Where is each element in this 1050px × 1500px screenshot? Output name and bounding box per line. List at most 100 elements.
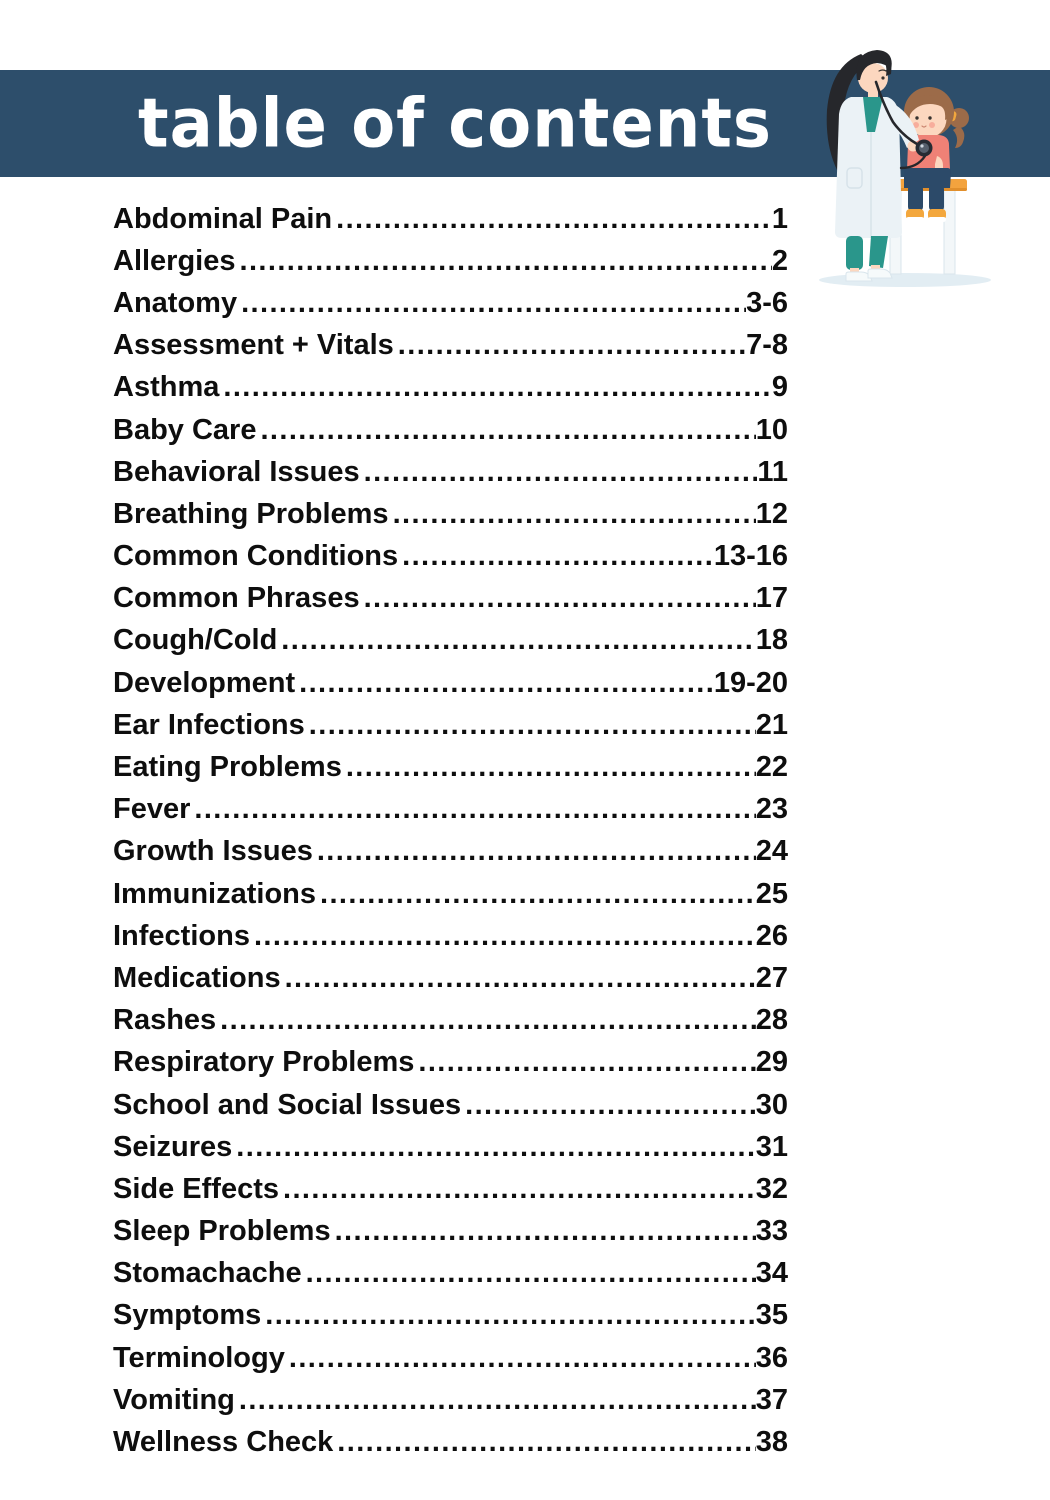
toc-entry[interactable]: Abdominal Pain .........................… — [113, 198, 788, 240]
toc-entry[interactable]: Growth Issues ..........................… — [113, 831, 788, 873]
toc-entry-page: 1 — [771, 202, 788, 235]
toc-entry-label: Medications — [113, 961, 281, 994]
toc-leader-dots: ........................................… — [320, 877, 756, 910]
toc-entry-page: 12 — [755, 497, 788, 530]
toc-entry-page: 9 — [771, 371, 788, 404]
toc-entry[interactable]: Asthma .................................… — [113, 367, 788, 409]
toc-entry[interactable]: Rashes .................................… — [113, 1000, 788, 1042]
toc-entry-page: 35 — [755, 1299, 788, 1332]
toc-entry-page: 22 — [755, 751, 788, 784]
toc-entry-page: 29 — [755, 1046, 788, 1079]
toc-entry-page: 24 — [755, 835, 788, 868]
toc-entry-page: 18 — [755, 624, 788, 657]
toc-list: Abdominal Pain .........................… — [113, 198, 788, 1464]
toc-entry[interactable]: Wellness Check .........................… — [113, 1421, 788, 1463]
doctor-child-illustration — [819, 50, 991, 287]
toc-leader-dots: ........................................… — [241, 286, 746, 319]
toc-entry-label: Baby Care — [113, 413, 257, 446]
toc-leader-dots: ........................................… — [283, 1172, 756, 1205]
toc-entry[interactable]: Assessment + Vitals ....................… — [113, 325, 788, 367]
toc-leader-dots: ........................................… — [397, 329, 747, 362]
toc-entry-label: Assessment + Vitals — [113, 329, 394, 362]
toc-entry[interactable]: Allergies ..............................… — [113, 240, 788, 282]
toc-entry-label: Eating Problems — [113, 751, 342, 784]
toc-entry-page: 19-20 — [713, 666, 788, 699]
toc-entry-label: Terminology — [113, 1341, 285, 1374]
toc-entry[interactable]: Sleep Problems .........................… — [113, 1211, 788, 1253]
toc-leader-dots: ........................................… — [238, 1383, 756, 1416]
toc-entry-label: Common Phrases — [113, 582, 360, 615]
toc-entry-label: Breathing Problems — [113, 497, 389, 530]
toc-entry[interactable]: Development ............................… — [113, 662, 788, 704]
toc-entry-label: Abdominal Pain — [113, 202, 333, 235]
toc-leader-dots: ........................................… — [363, 455, 758, 488]
toc-leader-dots: ........................................… — [281, 624, 755, 657]
toc-entry[interactable]: Infections .............................… — [113, 915, 788, 957]
toc-entry[interactable]: Cough/Cold .............................… — [113, 620, 788, 662]
toc-entry[interactable]: Seizures ...............................… — [113, 1126, 788, 1168]
toc-leader-dots: ........................................… — [223, 371, 772, 404]
toc-entry-page: 2 — [771, 244, 788, 277]
toc-entry-page: 17 — [755, 582, 788, 615]
toc-entry-label: Infections — [113, 919, 250, 952]
toc-entry[interactable]: Eating Problems ........................… — [113, 746, 788, 788]
toc-entry-label: Cough/Cold — [113, 624, 278, 657]
toc-entry-label: Ear Infections — [113, 708, 305, 741]
toc-leader-dots: ........................................… — [194, 793, 755, 826]
toc-entry[interactable]: School and Social Issues ...............… — [113, 1084, 788, 1126]
toc-entry-label: Respiratory Problems — [113, 1046, 415, 1079]
toc-entry[interactable]: Baby Care ..............................… — [113, 409, 788, 451]
toc-entry-page: 13-16 — [713, 540, 788, 573]
toc-entry-page: 38 — [755, 1426, 788, 1459]
toc-entry[interactable]: Behavioral Issues ......................… — [113, 451, 788, 493]
toc-entry[interactable]: Common Conditions ......................… — [113, 536, 788, 578]
toc-leader-dots: ........................................… — [337, 1426, 755, 1459]
toc-entry-label: Fever — [113, 793, 191, 826]
toc-entry-label: Development — [113, 666, 296, 699]
toc-entry-page: 23 — [755, 793, 788, 826]
toc-entry[interactable]: Breathing Problems .....................… — [113, 493, 788, 535]
toc-entry-label: Rashes — [113, 1004, 217, 1037]
toc-entry-page: 7-8 — [746, 329, 788, 362]
toc-entry-label: School and Social Issues — [113, 1088, 462, 1121]
toc-leader-dots: ........................................… — [236, 1130, 756, 1163]
toc-entry[interactable]: Common Phrases .........................… — [113, 578, 788, 620]
toc-entry[interactable]: Immunizations ..........................… — [113, 873, 788, 915]
toc-entry[interactable]: Ear Infections .........................… — [113, 704, 788, 746]
toc-entry[interactable]: Side Effects ...........................… — [113, 1168, 788, 1210]
toc-leader-dots: ........................................… — [265, 1299, 755, 1332]
toc-entry-page: 36 — [755, 1341, 788, 1374]
toc-entry-label: Behavioral Issues — [113, 455, 360, 488]
toc-entry-page: 26 — [755, 919, 788, 952]
toc-entry[interactable]: Respiratory Problems ...................… — [113, 1042, 788, 1084]
toc-entry[interactable]: Anatomy ................................… — [113, 282, 788, 324]
toc-entry-label: Anatomy — [113, 286, 238, 319]
toc-entry[interactable]: Symptoms ...............................… — [113, 1295, 788, 1337]
toc-entry-page: 34 — [755, 1257, 788, 1290]
toc-entry[interactable]: Vomiting ...............................… — [113, 1379, 788, 1421]
toc-entry[interactable]: Medications ............................… — [113, 957, 788, 999]
toc-entry-label: Sleep Problems — [113, 1215, 331, 1248]
toc-leader-dots: ........................................… — [305, 1257, 756, 1290]
toc-leader-dots: ........................................… — [308, 708, 756, 741]
toc-leader-dots: ........................................… — [220, 1004, 756, 1037]
toc-entry-page: 32 — [755, 1172, 788, 1205]
toc-leader-dots: ........................................… — [418, 1046, 756, 1079]
toc-leader-dots: ........................................… — [392, 497, 756, 530]
toc-entry[interactable]: Terminology ............................… — [113, 1337, 788, 1379]
toc-entry[interactable]: Stomachache ............................… — [113, 1253, 788, 1295]
toc-entry-label: Seizures — [113, 1130, 233, 1163]
toc-entry-page: 28 — [755, 1004, 788, 1037]
toc-leader-dots: ........................................… — [253, 919, 756, 952]
toc-entry-page: 31 — [755, 1130, 788, 1163]
toc-entry-page: 10 — [755, 413, 788, 446]
toc-entry-page: 37 — [755, 1383, 788, 1416]
toc-entry-page: 30 — [755, 1088, 788, 1121]
toc-leader-dots: ........................................… — [299, 666, 714, 699]
toc-entry-page: 21 — [755, 708, 788, 741]
toc-entry[interactable]: Fever ..................................… — [113, 789, 788, 831]
toc-entry-label: Immunizations — [113, 877, 317, 910]
toc-entry-page: 27 — [755, 961, 788, 994]
child-patient — [904, 87, 969, 222]
